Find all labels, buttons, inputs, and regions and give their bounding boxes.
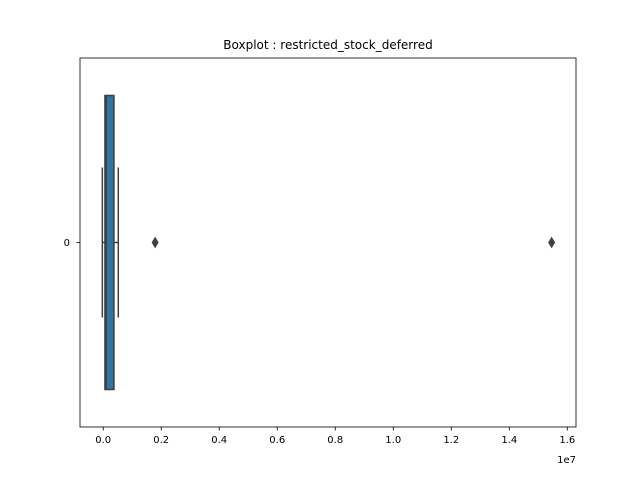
x-tick-label-1: 0.2 bbox=[153, 435, 169, 446]
x-tick-label-8: 1.6 bbox=[559, 435, 575, 446]
outlier-point-0 bbox=[151, 236, 159, 249]
x-tick-label-0: 0.0 bbox=[95, 435, 111, 446]
chart-title: Boxplot : restricted_stock_deferred bbox=[223, 38, 432, 52]
axes: 0.0 0.2 0.4 0.6 0.8 1.0 1.2 1.4 1.6 0 bbox=[64, 57, 577, 446]
box-iqr bbox=[104, 94, 115, 391]
plot-area bbox=[101, 94, 556, 391]
y-tick-label-0: 0 bbox=[64, 238, 70, 249]
x-tick-label-4: 0.8 bbox=[327, 435, 343, 446]
x-tick-label-5: 1.0 bbox=[385, 435, 401, 446]
outlier-point-1 bbox=[548, 236, 556, 249]
x-offset-label: 1e7 bbox=[557, 455, 576, 466]
x-tick-label-7: 1.4 bbox=[501, 435, 517, 446]
x-tick-label-3: 0.6 bbox=[269, 435, 285, 446]
x-tick-label-2: 0.4 bbox=[211, 435, 227, 446]
x-tick-label-6: 1.2 bbox=[443, 435, 459, 446]
